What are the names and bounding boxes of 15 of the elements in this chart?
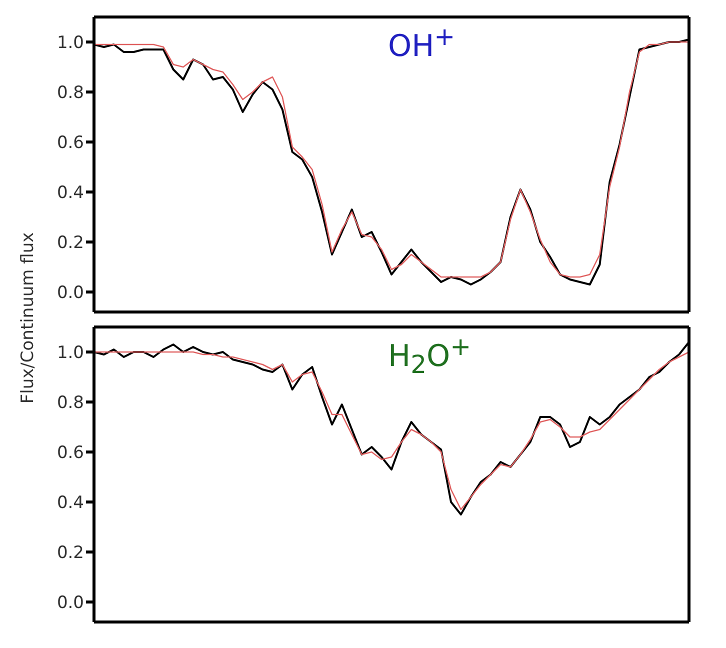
y-tick-label: 0.8 xyxy=(56,393,84,414)
y-tick-label: 0.0 xyxy=(56,283,84,304)
y-tick-label: 0.4 xyxy=(56,183,84,204)
y-tick-label: 0.6 xyxy=(56,133,84,154)
y-tick-label: 1.0 xyxy=(56,33,84,54)
y-tick-label: 0.0 xyxy=(56,593,84,614)
y-tick-label: 0.2 xyxy=(56,233,84,254)
y-tick-label: 0.8 xyxy=(56,83,84,104)
y-tick-label: 0.2 xyxy=(56,543,84,564)
y-tick-label: 1.0 xyxy=(56,343,84,364)
y-tick-label: 0.6 xyxy=(56,443,84,464)
y-axis-title: Flux/Continuum flux xyxy=(18,231,38,406)
y-tick-label: 0.4 xyxy=(56,493,84,514)
annotation: OH$^{+}$ xyxy=(388,22,456,64)
annotation: H$_{2}$O$^{+}$ xyxy=(388,332,472,379)
